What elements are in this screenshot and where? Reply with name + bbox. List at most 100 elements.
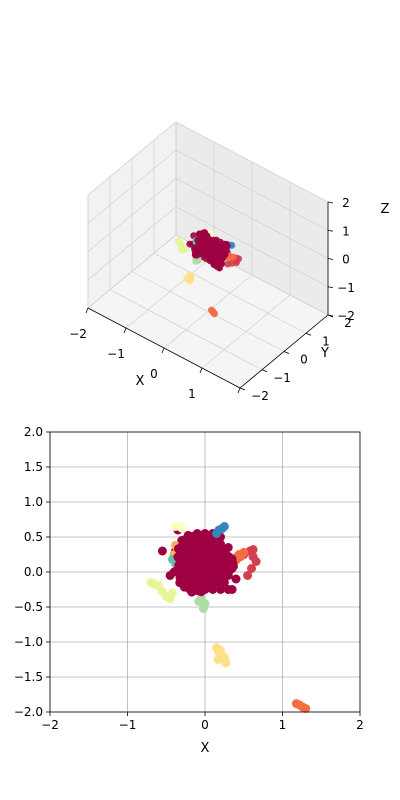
data-point: [200, 553, 210, 563]
gridline: [87, 178, 177, 252]
y-tick: [239, 387, 246, 391]
data-point: [200, 549, 210, 559]
data-point: [187, 544, 197, 554]
data-point: [192, 532, 202, 542]
data-point: [200, 536, 210, 545]
data-point: [187, 536, 197, 546]
data-point: [188, 564, 198, 573]
x-tick-label: −2: [69, 327, 87, 341]
data-point: [188, 543, 198, 552]
data-point: [210, 241, 218, 249]
data-point: [215, 566, 225, 576]
data-point: [198, 603, 208, 613]
data-point: [248, 545, 258, 555]
y-tick-label: 2.0: [24, 425, 43, 439]
data-point: [209, 570, 219, 580]
data-point: [226, 560, 236, 570]
data-point: [216, 569, 226, 579]
data-point: [190, 584, 200, 594]
data-point: [194, 580, 204, 590]
data-point: [184, 581, 194, 591]
data-point: [243, 571, 253, 580]
data-point: [206, 548, 216, 558]
y-tick-label: −1: [273, 371, 291, 385]
data-point: [200, 571, 210, 581]
y-tick-label: 0.0: [24, 565, 43, 579]
data-point: [194, 555, 204, 565]
data-point: [177, 536, 187, 545]
data-point: [173, 545, 183, 555]
data-point: [199, 553, 209, 563]
data-point: [204, 579, 214, 589]
x-tick-label: −1: [119, 718, 137, 732]
data-point: [189, 563, 199, 573]
data-point: [185, 571, 194, 580]
data-point: [221, 658, 231, 668]
data-point: [227, 564, 237, 573]
x-tick: [237, 387, 241, 394]
data-point: [191, 551, 201, 561]
data-point: [207, 563, 217, 573]
data-point: [186, 560, 196, 570]
data-point: [202, 583, 212, 593]
data-point: [195, 546, 205, 556]
data-point: [208, 585, 218, 594]
data-point: [203, 563, 213, 573]
y-tick-label: 0.5: [24, 530, 43, 544]
x-axis-label: X: [136, 374, 145, 389]
data-point: [213, 554, 223, 564]
data-point: [154, 581, 163, 591]
data-point: [212, 546, 222, 556]
data-point: [209, 574, 219, 584]
data-point: [239, 547, 249, 557]
data-point: [198, 540, 208, 550]
data-point: [218, 553, 228, 563]
data-point: [214, 525, 224, 535]
data-point: [165, 571, 175, 580]
data-point: [184, 539, 194, 549]
data-point: [214, 559, 224, 569]
y-tick: [305, 332, 312, 336]
data-point: [175, 557, 185, 566]
data-point: [180, 559, 190, 569]
data-point: [212, 564, 222, 573]
y-tick-label: −0.5: [14, 600, 43, 614]
data-point: [185, 553, 194, 563]
data-point: [194, 246, 202, 254]
data-point: [181, 539, 191, 549]
data-point: [219, 562, 229, 572]
y-tick: [261, 369, 268, 373]
data-point: [208, 536, 218, 545]
data-point: [200, 599, 210, 608]
data-point: [206, 539, 216, 549]
data-point: [192, 571, 202, 580]
z-axis-label: Z: [381, 202, 390, 217]
data-point: [178, 563, 188, 573]
data-point: [231, 574, 241, 584]
data-point: [177, 574, 187, 584]
data-point: [186, 568, 196, 578]
data-point: [157, 546, 167, 556]
data-point: [216, 563, 226, 573]
data-point: [205, 569, 215, 579]
data-point: [200, 537, 210, 547]
data-point: [224, 566, 234, 576]
data-point: [212, 570, 222, 580]
data-point: [223, 543, 233, 552]
data-point: [175, 522, 185, 531]
data-point: [219, 560, 229, 570]
data-point: [226, 563, 236, 573]
data-point: [161, 592, 171, 601]
data-point: [196, 571, 206, 581]
data-point: [209, 538, 219, 548]
data-point: [191, 533, 201, 543]
x-tick: [161, 347, 165, 354]
data-point: [210, 553, 220, 563]
data-point: [190, 558, 200, 568]
data-point: [219, 564, 229, 573]
data-point: [248, 552, 258, 562]
data-point: [171, 540, 181, 550]
data-point: [210, 549, 220, 559]
data-point: [216, 571, 225, 580]
data-point: [223, 242, 231, 250]
